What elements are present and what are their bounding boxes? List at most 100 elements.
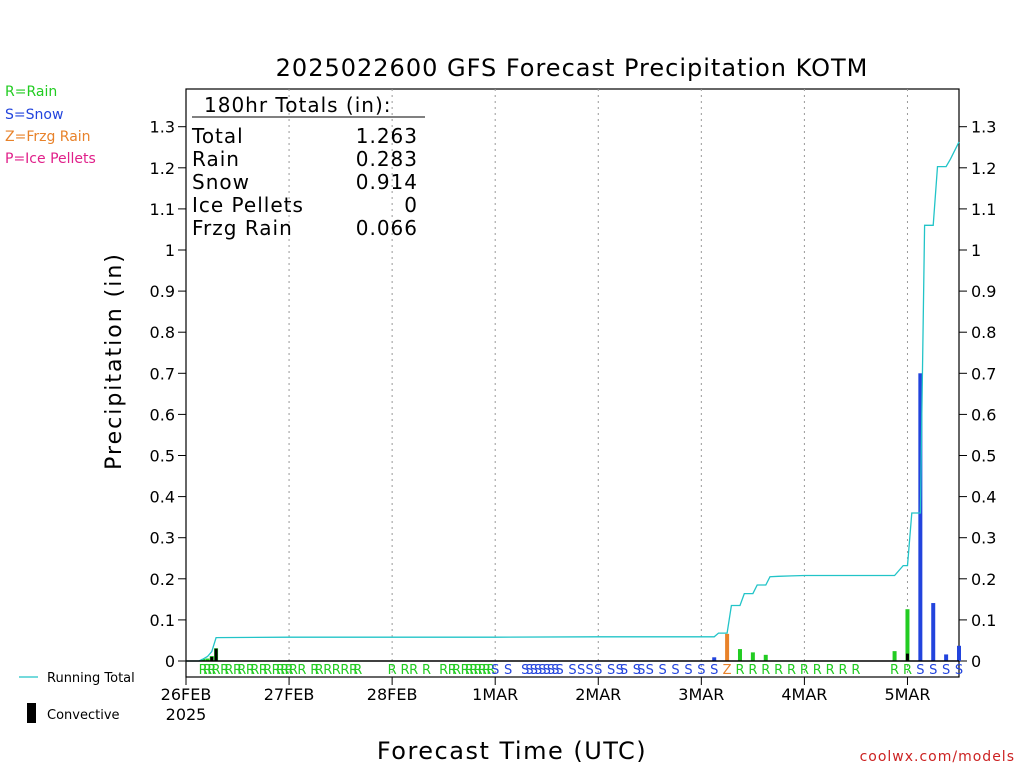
precip-type-marker: S — [538, 663, 546, 678]
convective-bar — [905, 653, 909, 661]
x-tick-label: 5MAR — [884, 685, 930, 704]
precip-type-marker: R — [340, 663, 349, 678]
precip-type-marker: R — [250, 663, 259, 678]
precip-bar — [944, 654, 949, 661]
precip-type-marker: R — [800, 663, 809, 678]
precip-type-marker: S — [633, 663, 641, 678]
precip-bar — [712, 657, 717, 661]
x-axis-date-labels: 26FEB 27FEB 28FEB 1MAR 2MAR 3MAR 4MAR 5MAR — [161, 685, 931, 704]
precip-type-marker: S — [616, 663, 624, 678]
totals-row-value: 0 — [404, 193, 418, 217]
precip-type-marker: S — [620, 663, 628, 678]
totals-heading: 180hr Totals (in): — [204, 93, 392, 117]
y-axis-left: 0 0.1 0.2 0.3 0.4 0.5 0.6 0.7 0.8 0.9 1 1.1 1.2 1.3 — [150, 118, 186, 671]
precip-type-marker: S — [671, 663, 679, 678]
precip-bar — [725, 633, 730, 661]
totals-row-value: 0.066 — [356, 216, 418, 240]
x-tick-label: 26FEB — [161, 685, 212, 704]
precip-type-marker: R — [259, 663, 268, 678]
legend-frzg-rain: Z=Frzg Rain — [5, 129, 91, 145]
y-tick-label: 1.2 — [150, 159, 175, 178]
y-tick-label: 0.1 — [150, 611, 175, 630]
convective-legend-label: Convective — [47, 708, 120, 723]
totals-row-label: Rain — [192, 147, 240, 171]
x-tick-label: 27FEB — [264, 685, 315, 704]
precip-type-marker: S — [710, 663, 718, 678]
precip-type-marker: S — [942, 663, 950, 678]
y-tick-label: 0.9 — [971, 282, 996, 301]
y-tick-label: 0.7 — [971, 364, 996, 383]
x-tick-label: 2MAR — [575, 685, 621, 704]
precip-type-marker: S — [916, 663, 924, 678]
precip-type-legend: R=Rain S=Snow Z=Frzg Rain P=Ice Pellets — [5, 84, 96, 167]
precip-type-marker: R — [263, 663, 272, 678]
precip-type-marker: S — [637, 663, 645, 678]
precip-type-marker: S — [521, 663, 529, 678]
y-tick-label: 1.2 — [971, 159, 996, 178]
totals-box: 180hr Totals (in): Total 1.263 Rain 0.28… — [191, 93, 425, 240]
precip-type-marker: R — [203, 663, 212, 678]
y-tick-label: 0 — [971, 652, 981, 671]
precip-type-marker: R — [349, 663, 358, 678]
plot-frame — [185, 88, 960, 678]
x-tick-label: 1MAR — [472, 685, 518, 704]
precip-bar — [918, 373, 923, 661]
precip-bar — [892, 651, 897, 661]
y-tick-label: 0.6 — [971, 405, 996, 424]
y-tick-label: 0.9 — [150, 282, 175, 301]
precip-type-marker: S — [607, 663, 615, 678]
y-tick-label: 0.6 — [150, 405, 175, 424]
precip-type-marker: R — [199, 663, 208, 678]
precip-type-marker: R — [486, 663, 495, 678]
precip-bar — [750, 652, 755, 661]
precip-type-marker: R — [826, 663, 835, 678]
precip-type-marker: R — [813, 663, 822, 678]
precip-type-marker: S — [594, 663, 602, 678]
y-axis-right: 0 0.1 0.2 0.3 0.4 0.5 0.6 0.7 0.8 0.9 1 1.1 1.2 1.3 — [959, 118, 996, 671]
precip-type-marker: S — [697, 663, 705, 678]
y-tick-label: 0.8 — [971, 323, 996, 342]
chart-title: 2025022600 GFS Forecast Precipitation KO… — [276, 54, 869, 82]
credit-link[interactable]: coolwx.com/models — [860, 749, 1015, 765]
precip-bar — [763, 654, 768, 661]
precip-type-marker: R — [478, 663, 487, 678]
precip-type-marker: S — [555, 663, 563, 678]
precip-type-marker: R — [774, 663, 783, 678]
precip-type-marker: R — [310, 663, 319, 678]
x-tick-label: 4MAR — [781, 685, 827, 704]
precip-type-marker: R — [482, 663, 491, 678]
precip-type-marker: R — [452, 663, 461, 678]
precip-type-marker: R — [473, 663, 482, 678]
precip-type-marker: S — [577, 663, 585, 678]
y-tick-label: 0.4 — [150, 488, 175, 507]
y-tick-label: 0.5 — [150, 447, 175, 466]
precip-type-marker: S — [929, 663, 937, 678]
convective-bars — [210, 648, 909, 661]
precip-type-marker: S — [646, 663, 654, 678]
precip-type-marker: R — [465, 663, 474, 678]
totals-row-value: 0.914 — [356, 170, 418, 194]
y-axis-label: Precipitation (in) — [102, 252, 127, 470]
precip-type-marker: R — [246, 663, 255, 678]
totals-row-label: Ice Pellets — [192, 193, 304, 217]
precip-type-marker: R — [220, 663, 229, 678]
x-axis-year: 2025 — [166, 705, 207, 724]
precip-type-marker: R — [280, 663, 289, 678]
totals-row-value: 0.283 — [356, 147, 418, 171]
y-tick-label: 0.4 — [971, 488, 996, 507]
precip-type-marker: Z — [723, 663, 732, 678]
precip-type-marker: R — [851, 663, 860, 678]
precip-type-marker: R — [748, 663, 757, 678]
y-tick-label: 1.3 — [150, 118, 175, 137]
precip-type-marker: R — [448, 663, 457, 678]
precip-type-marker: S — [955, 663, 963, 678]
precip-type-marker: S — [543, 663, 551, 678]
x-tick-label: 28FEB — [367, 685, 418, 704]
precip-type-marker: R — [237, 663, 246, 678]
running-total-line — [186, 141, 960, 662]
convective-legend-swatch — [27, 703, 36, 723]
precip-type-marker: R — [903, 663, 912, 678]
totals-row-value: 1.263 — [356, 124, 418, 148]
